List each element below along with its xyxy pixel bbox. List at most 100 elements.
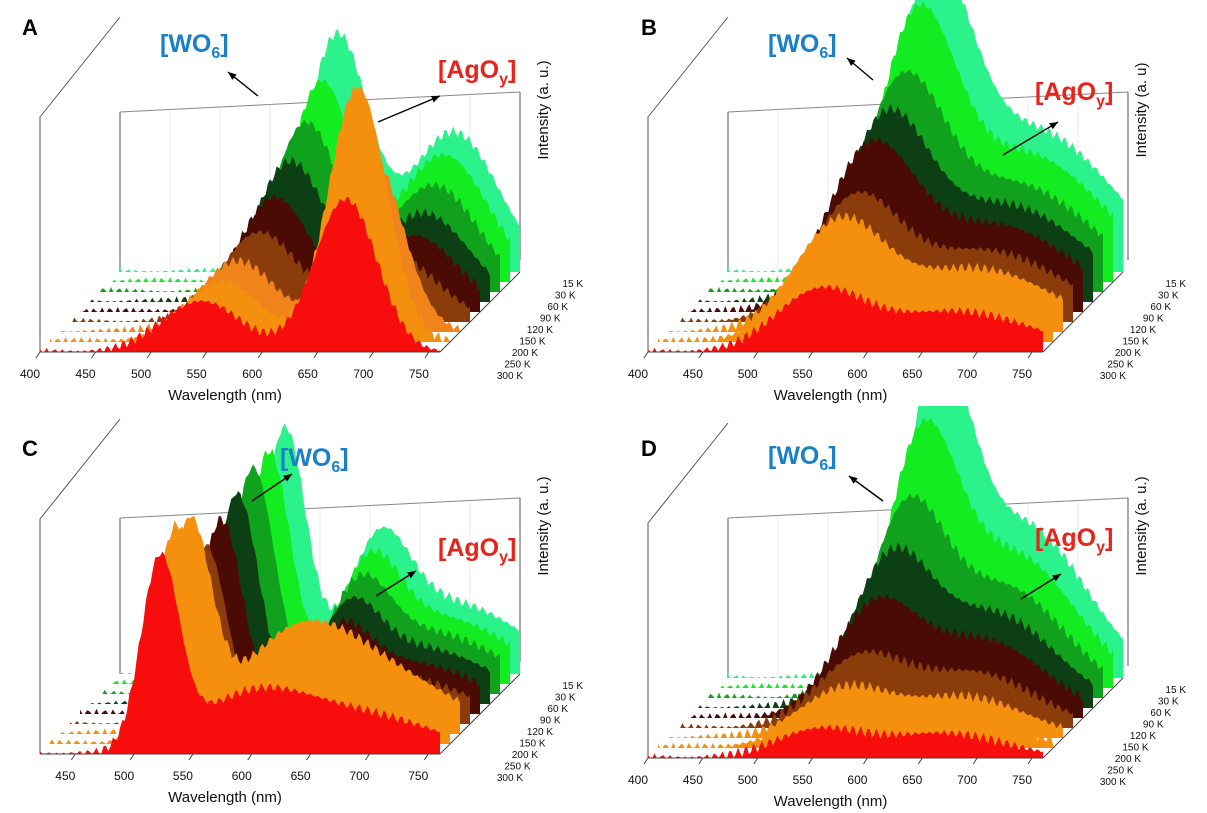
panel-a: 400 450 500 550 600 650 700 750 Wavelength (nm) 1… <box>20 15 583 404</box>
x-tick-mark <box>698 351 704 359</box>
x-tick-mark <box>70 753 76 761</box>
x-tick-mark <box>698 757 704 765</box>
x-tick-mark <box>313 351 319 359</box>
x-tick-mark <box>129 753 135 761</box>
wo6-label: [WO6] <box>160 30 229 62</box>
temperature-label: 30 K <box>1158 291 1179 302</box>
agoy-label: [AgOy] <box>1035 78 1113 110</box>
x-tick-mark <box>423 753 429 761</box>
x-tick-mark <box>188 753 194 761</box>
x-tick-mark <box>257 351 263 359</box>
temperature-label: 300 K <box>1100 371 1126 382</box>
temperature-label: 60 K <box>1150 302 1171 313</box>
depth-axis-line <box>1042 271 1124 353</box>
arrowhead <box>407 571 416 579</box>
x-tick-mark <box>643 351 649 359</box>
x-tick-mark <box>1027 757 1033 765</box>
temperature-label: 60 K <box>1150 708 1171 719</box>
x-tick-mark <box>808 757 813 765</box>
temperature-label: 120 K <box>527 727 553 738</box>
temperature-label: 300 K <box>497 773 523 784</box>
series-ribbon-60k <box>100 464 500 694</box>
x-tick-label: 400 <box>628 773 648 787</box>
x-tick-label: 750 <box>1012 367 1032 381</box>
x-tick-label: 500 <box>738 367 758 381</box>
x-tick-mark <box>917 351 923 359</box>
temperature-label: 15 K <box>1165 279 1186 290</box>
series-ribbon-300k <box>648 284 1043 352</box>
panel-d: 400 450 500 550 600 650 700 750 Wavelength (nm) 1… <box>628 406 1186 810</box>
temperature-label: 150 K <box>1122 743 1148 754</box>
temperature-label: 90 K <box>540 716 561 727</box>
x-tick-mark <box>643 757 649 765</box>
x-tick-label: 550 <box>173 769 193 783</box>
agoy-label: [AgOy] <box>1035 524 1113 556</box>
x-tick-label: 600 <box>242 367 262 381</box>
x-tick-mark <box>972 757 978 765</box>
series-ribbon-300k <box>40 551 440 754</box>
temperature-label: 90 K <box>540 314 561 325</box>
arrowhead <box>1052 574 1061 582</box>
x-tick-mark <box>91 351 96 359</box>
x-axis-title: Wavelength (nm) <box>168 789 282 806</box>
x-tick-label: 650 <box>902 367 922 381</box>
temperature-label: 15 K <box>1165 685 1186 696</box>
x-tick-label: 600 <box>847 367 867 381</box>
temperature-label: 250 K <box>1107 360 1133 371</box>
x-tick-mark <box>368 351 374 359</box>
frame-left-edge <box>647 422 729 758</box>
x-tick-label: 750 <box>1012 773 1032 787</box>
temperature-label: 30 K <box>555 693 576 704</box>
y-axis-title: Intensity (a. u) <box>1133 62 1150 157</box>
x-tick-label: 450 <box>683 367 703 381</box>
series-ribbon-90k <box>90 491 490 704</box>
temperature-label: 120 K <box>527 325 553 336</box>
x-tick-label: 650 <box>291 769 311 783</box>
panel-letter: A <box>22 15 38 40</box>
temperature-label: 150 K <box>519 337 545 348</box>
x-tick-mark <box>753 351 759 359</box>
temperature-label: 200 K <box>512 750 538 761</box>
temperature-label: 30 K <box>1158 697 1179 708</box>
x-tick-label: 450 <box>76 367 96 381</box>
x-tick-label: 550 <box>793 367 813 381</box>
temperature-label: 120 K <box>1130 325 1156 336</box>
frame-left-edge <box>647 16 729 352</box>
temperature-label: 250 K <box>504 762 530 773</box>
x-tick-label: 600 <box>232 769 252 783</box>
x-tick-mark <box>753 757 759 765</box>
depth-axis-line <box>1042 677 1124 759</box>
panel-letter: C <box>22 436 38 461</box>
panel-c: 450 500 550 600 650 700 750 Wavelength (nm) 15 K… <box>22 418 583 806</box>
temperature-label: 30 K <box>555 291 576 302</box>
x-tick-mark <box>306 753 312 761</box>
y-axis-title: Intensity (a. u.) <box>535 476 552 575</box>
arrowhead <box>849 476 858 484</box>
y-axis-title: Intensity (a. u.) <box>1133 476 1150 575</box>
x-tick-mark <box>364 753 370 761</box>
temperature-label: 200 K <box>512 348 538 359</box>
temperature-label: 90 K <box>1143 314 1164 325</box>
x-axis-title: Wavelength (nm) <box>774 387 888 404</box>
temperature-label: 90 K <box>1143 720 1164 731</box>
x-tick-mark <box>202 351 208 359</box>
panel-letter: B <box>641 15 657 40</box>
x-tick-label: 750 <box>408 769 428 783</box>
x-tick-mark <box>808 351 813 359</box>
temperature-label: 120 K <box>1130 731 1156 742</box>
x-tick-label: 600 <box>847 773 867 787</box>
x-tick-mark <box>35 351 41 359</box>
temperature-label: 60 K <box>547 302 568 313</box>
panel-b: 400 450 500 550 600 650 700 750 Wavelength (nm) 1… <box>628 0 1186 404</box>
arrowhead <box>431 95 440 103</box>
temperature-label: 300 K <box>497 371 523 382</box>
x-tick-mark <box>972 351 978 359</box>
annotation-arrow-line <box>377 95 441 123</box>
x-tick-label: 700 <box>349 769 369 783</box>
x-tick-label: 650 <box>298 367 318 381</box>
panel-letter: D <box>641 436 657 461</box>
depth-axis-line <box>439 271 521 353</box>
x-tick-label: 450 <box>55 769 75 783</box>
x-tick-mark <box>1027 351 1033 359</box>
arrowhead <box>1049 122 1058 130</box>
